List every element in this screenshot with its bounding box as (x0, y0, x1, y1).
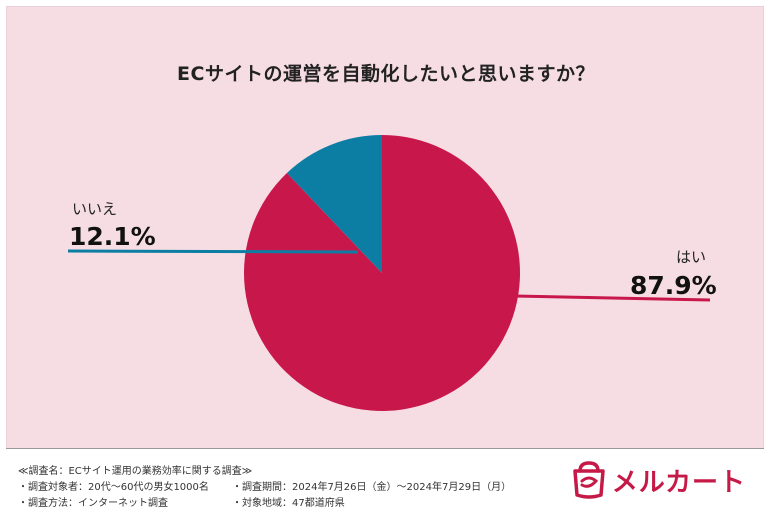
brand-name: メルカート (611, 467, 746, 498)
survey-target: ・調査対象者：20代〜60代の男女1000名 (18, 482, 209, 493)
slice-value-no: 12.1% (69, 222, 156, 251)
shopping-bag-icon (573, 461, 605, 499)
survey-region: ・対象地域：47都道府県 (232, 498, 345, 509)
pie-slice-no (286, 135, 382, 273)
survey-footer: ≪調査名：ECサイト運用の業務効率に関する調査≫ ・調査対象者：20代〜60代の… (6, 448, 764, 523)
pie-slice-yes (244, 135, 521, 412)
survey-period: ・調査期間：2024年7月26日（金）〜2024年7月29日（月） (232, 482, 512, 493)
leader-lines (67, 249, 711, 302)
leader-line-no (67, 249, 359, 254)
slice-value-yes: 87.9% (630, 271, 717, 300)
survey-method: ・調査方法：インターネット調査 (18, 498, 168, 509)
leader-line-yes (514, 294, 711, 302)
chart-title: ECサイトの運営を自動化したいと思いますか？ (177, 63, 595, 85)
slice-label-no: いいえ (72, 200, 117, 218)
brand-logo: メルカート (572, 461, 746, 499)
survey-name: ≪調査名：ECサイト運用の業務効率に関する調査≫ (18, 466, 253, 477)
pie-slices (244, 135, 521, 412)
slice-label-yes: はい (676, 248, 706, 266)
